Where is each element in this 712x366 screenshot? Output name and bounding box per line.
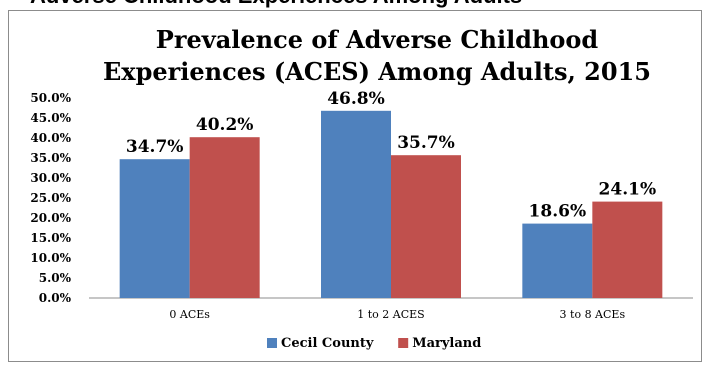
x-tick-label: 3 to 8 ACEs: [560, 308, 626, 321]
y-tick-label: 40.0%: [30, 131, 71, 145]
y-tick-label: 0.0%: [39, 291, 72, 305]
y-tick-label: 10.0%: [30, 251, 71, 265]
legend-swatch: [398, 338, 409, 348]
x-tick-label: 0 ACEs: [169, 308, 210, 321]
y-tick-label: 15.0%: [30, 231, 71, 245]
cropped-header-text: Adverse Childhood Experiences Among Adul…: [0, 0, 712, 10]
data-label: 46.8%: [327, 89, 385, 109]
legend-label: Maryland: [412, 336, 481, 351]
y-tick-label: 25.0%: [30, 191, 71, 205]
legend-swatch: [267, 338, 277, 348]
legend: Cecil County Maryland: [267, 336, 481, 351]
data-label: 34.7%: [126, 137, 184, 157]
data-label: 35.7%: [397, 133, 455, 153]
chart-frame: Prevalence of Adverse Childhood Experien…: [8, 10, 702, 362]
chart-title-line-1: Prevalence of Adverse Childhood: [156, 25, 599, 54]
x-axis-ticks: 0 ACEs 1 to 2 ACES 3 to 8 ACEs: [169, 308, 625, 321]
bar-series: [119, 110, 663, 298]
y-tick-label: 30.0%: [30, 171, 71, 185]
bar: [522, 223, 593, 298]
y-tick-label: 20.0%: [30, 211, 71, 225]
data-label: 18.6%: [529, 202, 587, 222]
data-label: 24.1%: [599, 180, 657, 200]
bar: [321, 110, 391, 298]
bar: [189, 137, 260, 298]
y-tick-label: 5.0%: [39, 271, 72, 285]
cropped-header-label: Adverse Childhood Experiences Among Adul…: [30, 0, 522, 9]
bar: [119, 159, 190, 298]
y-tick-label: 45.0%: [30, 111, 71, 125]
y-tick-label: 50.0%: [30, 91, 71, 105]
y-axis-ticks: 0.0% 5.0% 10.0% 15.0% 20.0% 25.0% 30.0% 35.0% 40…: [30, 91, 71, 305]
x-tick-label: 1 to 2 ACES: [357, 308, 424, 321]
chart-title-line-2: Experiences (ACES) Among Adults, 2015: [103, 57, 651, 86]
bar: [592, 201, 663, 298]
legend-label: Cecil County: [281, 336, 374, 351]
bar-chart: Prevalence of Adverse Childhood Experien…: [30, 25, 693, 351]
data-labels: 34.7% 40.2% 46.8% 35.7% 18.6% 24.1%: [126, 89, 656, 222]
y-tick-label: 35.0%: [30, 151, 71, 165]
bar: [391, 155, 461, 298]
data-label: 40.2%: [196, 115, 254, 135]
